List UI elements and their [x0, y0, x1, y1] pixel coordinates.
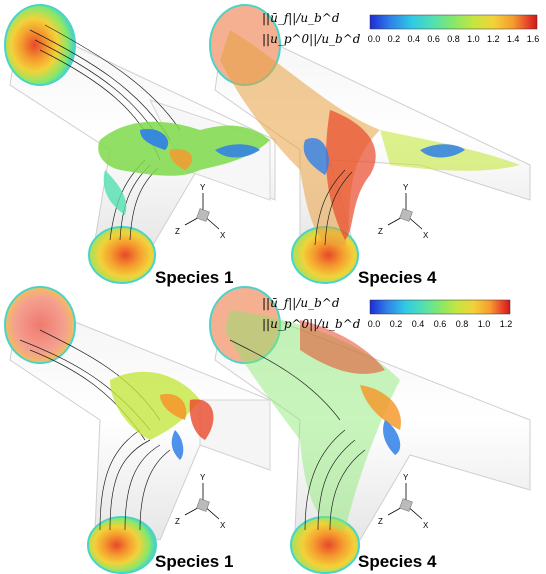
- axis-y-label: Y: [200, 183, 206, 192]
- species-label-bottom-left: Species 1: [155, 552, 233, 571]
- inlet-section-1: [4, 286, 76, 364]
- inlet-section-2: [87, 516, 157, 574]
- colorbar-top-tick-label: 1.6: [527, 34, 540, 44]
- colorbar-top-tick-label: 0.6: [427, 34, 440, 44]
- species-label-top-left: Species 1: [155, 268, 233, 287]
- colorbar-bottom-bar: [369, 299, 511, 315]
- panel-top-right: [209, 4, 531, 284]
- panel-bottom-left: [4, 286, 271, 574]
- axis-y-label: Y: [200, 473, 206, 482]
- inlet-section-1: [4, 4, 76, 86]
- colorbar-top-tick-label: 1.4: [507, 34, 520, 44]
- legend-top-line2: ||u_p^0||/u_b^d: [262, 32, 361, 46]
- colorbar-top-tick-label: 0.2: [388, 34, 401, 44]
- inlet-section-2: [88, 226, 156, 284]
- colorbar-top-tick-label: 0.4: [407, 34, 420, 44]
- colorbar-top-tick-label: 1.2: [487, 34, 500, 44]
- axis-x-label: X: [220, 521, 226, 530]
- colorbar-top: ||ū_f||/u_b^d ||u_p^0||/u_b^d 0.0 0.2 0.4 0…: [262, 11, 539, 46]
- panel-top-left: [4, 4, 276, 284]
- panel-bottom-right: [209, 286, 531, 574]
- colorbar-bottom-tick-label: 0.0: [368, 319, 381, 329]
- colorbar-top-tick-label: 0.8: [447, 34, 460, 44]
- inlet-section-2: [290, 516, 360, 574]
- colorbar-top-tick-label: 0.0: [368, 34, 381, 44]
- colorbar-bottom-tick-label: 1.2: [500, 319, 513, 329]
- axis-z-label: Z: [378, 517, 383, 526]
- axis-y-label: Y: [403, 473, 409, 482]
- axis-triad-top-right: Y X Z: [378, 183, 429, 240]
- axis-triad-bottom-left: Y X Z: [175, 473, 226, 530]
- axis-triad-bottom-right: Y X Z: [378, 473, 429, 530]
- colorbar-bottom-tick-label: 0.4: [412, 319, 425, 329]
- axis-z-label: Z: [175, 517, 180, 526]
- species-label-top-right: Species 4: [358, 268, 437, 287]
- species-label-bottom-right: Species 4: [358, 552, 437, 571]
- colorbar-bottom: ||ū_f||/u_b^d ||u_p^0||/u_b^d 0.0 0.2 0.4 0…: [262, 296, 512, 331]
- colorbar-top-bar: [369, 14, 538, 30]
- legend-bottom-line2: ||u_p^0||/u_b^d: [262, 317, 361, 331]
- axis-y-label: Y: [403, 183, 409, 192]
- legend-bottom-line1: ||ū_f||/u_b^d: [262, 296, 340, 310]
- axis-z-label: Z: [378, 227, 383, 236]
- axis-z-label: Z: [175, 227, 180, 236]
- colorbar-bottom-tick-label: 0.2: [390, 319, 403, 329]
- axis-x-label: X: [423, 521, 429, 530]
- axis-triad-top-left: Y X Z: [175, 183, 226, 240]
- axis-x-label: X: [220, 231, 226, 240]
- colorbar-bottom-tick-label: 0.8: [456, 319, 469, 329]
- legend-top-line1: ||ū_f||/u_b^d: [262, 11, 340, 25]
- inlet-section-1: [209, 286, 281, 364]
- colorbar-bottom-tick-label: 1.0: [478, 319, 491, 329]
- axis-x-label: X: [423, 231, 429, 240]
- colorbar-bottom-tick-label: 0.6: [434, 319, 447, 329]
- colorbar-top-tick-label: 1.0: [467, 34, 480, 44]
